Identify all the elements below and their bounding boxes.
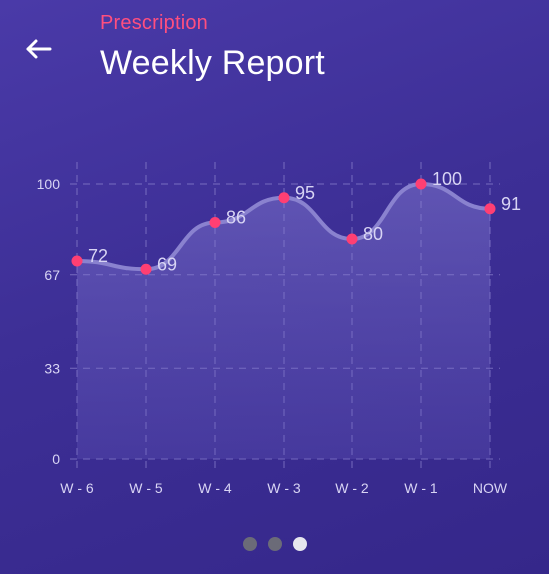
data-point — [209, 217, 221, 228]
area-fill — [77, 184, 490, 459]
data-label: 95 — [295, 183, 315, 203]
x-tick-label: W - 2 — [335, 480, 369, 496]
pagination-dots — [0, 537, 549, 553]
back-button[interactable] — [22, 34, 56, 64]
data-point — [140, 263, 152, 275]
page-subtitle: Prescription — [100, 12, 208, 34]
data-label: 69 — [157, 254, 177, 274]
chart-svg: 100 67 33 0W - 6 W - 5 W - 4 W - 3 W - 2 W - 1 NO… — [37, 162, 521, 496]
data-label: 86 — [226, 208, 246, 228]
y-tick-label: 0 — [52, 451, 60, 467]
x-tick-label: W - 5 — [129, 480, 163, 496]
data-point — [415, 178, 427, 190]
data-label: 91 — [501, 194, 521, 214]
data-point — [278, 192, 290, 204]
page-indicator-dot[interactable] — [242, 537, 257, 551]
header: Prescription Weekly Report — [0, 0, 549, 100]
y-tick-label: 33 — [44, 360, 60, 376]
data-point — [71, 255, 83, 267]
weekly-report-chart: 100 67 33 0 W - 6 W - 5 W - 4 W - 3 W - 2 W - 1 NO… — [0, 140, 549, 510]
data-label: 100 — [432, 169, 462, 189]
x-tick-label: W - 4 — [198, 480, 232, 496]
y-tick-label: 100 — [37, 176, 61, 192]
x-tick-label: NOW — [473, 480, 508, 496]
arrow-left-icon — [26, 39, 52, 59]
data-label: 72 — [88, 246, 108, 266]
page-indicator-dot[interactable] — [267, 537, 282, 551]
page-title: Weekly Report — [100, 44, 325, 82]
data-point — [484, 203, 496, 215]
data-point — [346, 233, 358, 245]
page-indicator-dot[interactable] — [292, 537, 307, 551]
x-tick-label: W - 3 — [267, 480, 301, 496]
data-label: 80 — [363, 224, 383, 244]
x-tick-label: W - 1 — [404, 480, 438, 496]
x-tick-label: W - 6 — [60, 480, 94, 496]
y-tick-label: 67 — [44, 267, 60, 283]
